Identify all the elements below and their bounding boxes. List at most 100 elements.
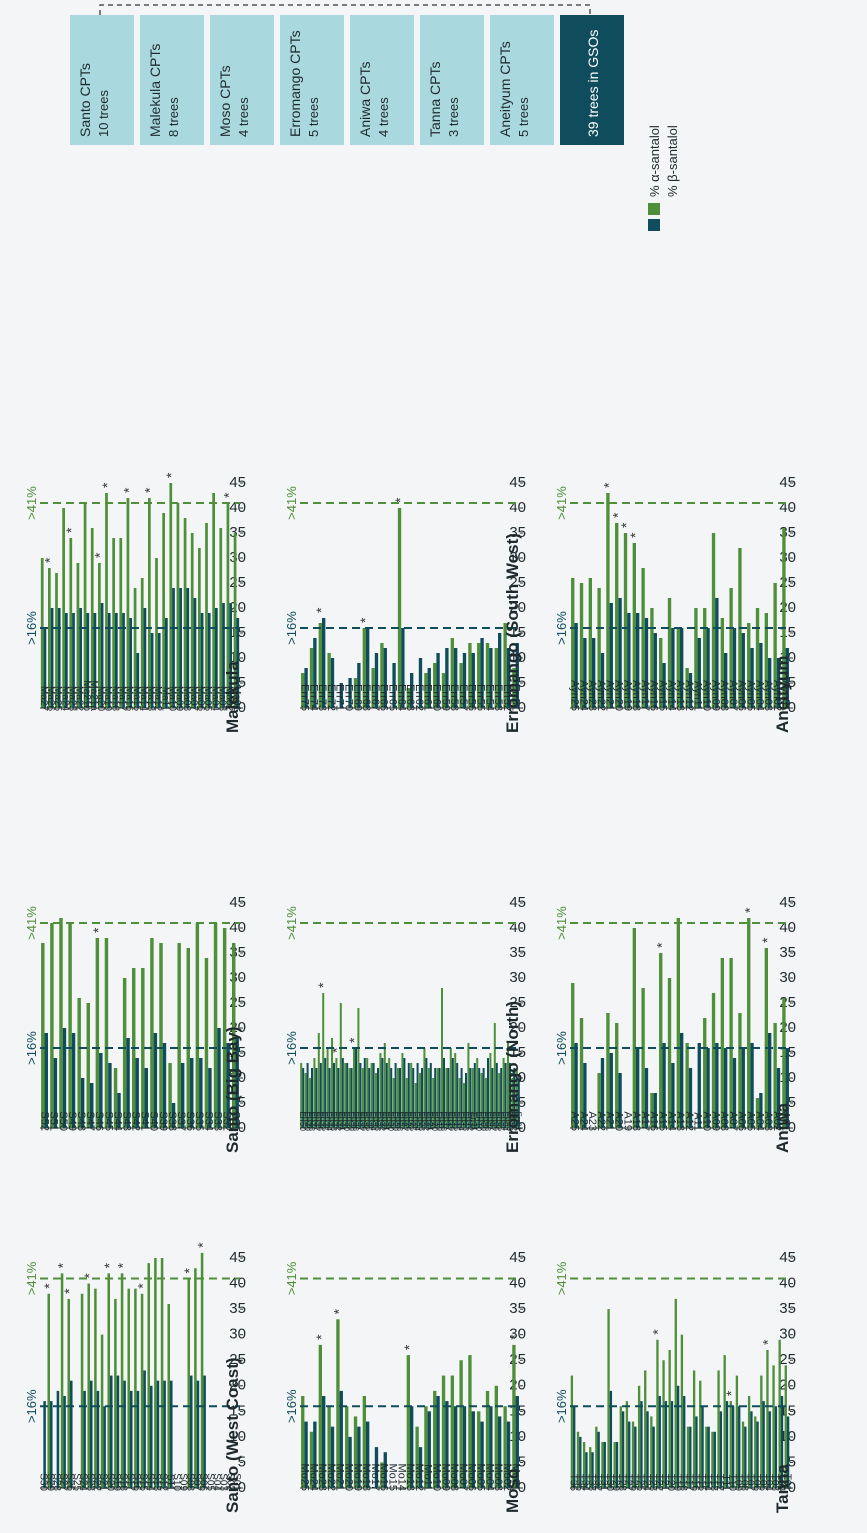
chart-panel: 051015202530354045Ayn01Ayn02Ayn03Ayn04Ay… xyxy=(554,474,796,733)
bar-alpha-santalol xyxy=(764,948,769,1128)
bar-beta-santalol xyxy=(135,1058,139,1128)
bar-beta-santalol xyxy=(207,613,211,708)
significance-asterisk: * xyxy=(142,487,158,493)
category-label: Mo07 xyxy=(457,1463,469,1491)
category-label: S27 xyxy=(58,1473,69,1491)
bar-beta-santalol xyxy=(50,1401,53,1488)
bar-beta-santalol xyxy=(180,1063,185,1128)
bar-beta-santalol xyxy=(235,1038,239,1128)
bar-beta-santalol xyxy=(418,1447,423,1488)
y-tick-label: 15 xyxy=(779,624,796,641)
y-tick-label: 30 xyxy=(509,1326,526,1343)
bar-beta-santalol xyxy=(478,1068,481,1128)
category-label: A05 xyxy=(744,1111,756,1131)
bar-alpha-santalol xyxy=(94,1288,97,1488)
bar-alpha-santalol xyxy=(361,1068,364,1128)
y-tick-label: 40 xyxy=(509,499,526,516)
bar-alpha-santalol xyxy=(711,533,716,708)
bar-alpha-santalol xyxy=(468,643,472,708)
category-label: A20 xyxy=(612,1111,624,1131)
bar-alpha-santalol xyxy=(729,958,733,1128)
bar-beta-santalol xyxy=(750,648,754,708)
bar-beta-santalol xyxy=(383,1452,387,1488)
bar-beta-santalol xyxy=(410,673,414,708)
y-tick-label: 45 xyxy=(229,1249,246,1266)
bar-alpha-santalol xyxy=(503,623,507,708)
category-label: S45 xyxy=(102,1111,114,1131)
bar-alpha-santalol xyxy=(755,608,760,708)
category-label: Err26 xyxy=(404,1111,413,1131)
category-label: Ma23 xyxy=(67,686,78,711)
chart-title: Aneityum xyxy=(773,656,792,733)
legend-alpha-label: % α-santalol xyxy=(647,125,662,197)
category-label: T01 xyxy=(781,1474,792,1492)
bar-beta-santalol xyxy=(471,1411,475,1488)
bar-beta-santalol xyxy=(339,1390,343,1488)
bar-beta-santalol xyxy=(72,613,75,708)
y-tick-label: 0 xyxy=(238,1119,246,1136)
bar-alpha-santalol xyxy=(432,1078,435,1128)
y-tick-label: 35 xyxy=(779,524,796,541)
significance-asterisk: * xyxy=(331,1308,347,1314)
bar-beta-santalol xyxy=(621,1411,625,1488)
bar-beta-santalol xyxy=(585,1452,588,1488)
category-label: Ma25 xyxy=(52,686,63,711)
bar-alpha-santalol xyxy=(703,1018,707,1128)
bar-beta-santalol xyxy=(506,1421,511,1488)
category-label: Err59 xyxy=(439,684,451,711)
bar-beta-santalol xyxy=(436,1396,440,1488)
bar-beta-santalol xyxy=(759,643,763,708)
bar-alpha-santalol xyxy=(344,1063,347,1128)
bar-alpha-santalol xyxy=(318,1344,323,1488)
region-box-subtitle: 3 trees xyxy=(446,97,461,137)
category-label: Err07 xyxy=(487,1111,496,1131)
category-label: Err44 xyxy=(324,1111,333,1131)
bar-alpha-santalol xyxy=(613,1442,616,1488)
bar-beta-santalol xyxy=(732,1058,737,1128)
bar-alpha-santalol xyxy=(782,998,786,1128)
y-tick-label: 25 xyxy=(779,1351,796,1368)
bar-alpha-santalol xyxy=(720,618,725,708)
bar-beta-santalol xyxy=(63,1396,66,1488)
category-label: Ayn20 xyxy=(612,680,624,711)
bar-alpha-santalol xyxy=(489,1053,492,1128)
category-label: Ayn11 xyxy=(692,681,704,711)
bar-beta-santalol xyxy=(116,1375,120,1488)
bar-alpha-santalol xyxy=(782,528,786,708)
category-label: Mo03 xyxy=(492,1463,504,1491)
bar-beta-santalol xyxy=(776,658,781,708)
bar-alpha-santalol xyxy=(335,1058,338,1128)
bar-beta-santalol xyxy=(653,1093,657,1128)
bar-alpha-santalol xyxy=(644,1370,647,1488)
category-label: T18 xyxy=(677,1474,688,1492)
beta-threshold-label: >16% xyxy=(24,611,39,645)
category-label: Err43 xyxy=(329,1111,338,1131)
category-label: Ma01 xyxy=(231,686,242,711)
category-label: T29 xyxy=(610,1474,621,1492)
category-label: Err21 xyxy=(426,1111,435,1131)
bar-beta-santalol xyxy=(93,613,97,708)
bar-beta-santalol xyxy=(199,1058,203,1128)
category-label: S18 xyxy=(118,1473,129,1491)
category-label: A19 xyxy=(621,1111,633,1131)
category-label: Err54 xyxy=(483,684,495,711)
y-tick-label: 25 xyxy=(779,994,796,1011)
bar-beta-santalol xyxy=(618,1073,622,1128)
bar-beta-santalol xyxy=(170,1380,173,1488)
category-label: Mo23 xyxy=(316,1463,328,1491)
bar-beta-santalol xyxy=(156,1380,160,1488)
significance-asterisk: * xyxy=(101,1262,117,1268)
bar-beta-santalol xyxy=(436,653,440,708)
category-label: Err75 xyxy=(298,684,310,711)
bar-alpha-santalol xyxy=(685,1043,689,1128)
category-label: S42 xyxy=(130,1111,142,1131)
bar-beta-santalol xyxy=(658,1396,661,1488)
bar-alpha-santalol xyxy=(113,1068,118,1128)
category-label: A08 xyxy=(718,1111,730,1131)
category-label: S15 xyxy=(138,1473,149,1491)
category-label: Ma12 xyxy=(152,686,163,711)
bar-beta-santalol xyxy=(407,1063,410,1128)
bar-alpha-santalol xyxy=(331,1038,333,1128)
bar-beta-santalol xyxy=(786,1416,790,1488)
